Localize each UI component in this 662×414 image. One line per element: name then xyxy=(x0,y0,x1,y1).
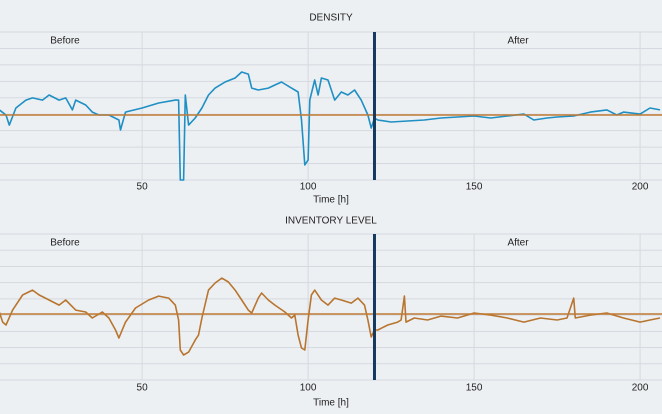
data-line xyxy=(0,71,661,181)
annotation: Before xyxy=(50,36,80,47)
x-axis-label: Time [h] xyxy=(313,195,349,206)
x-tick-label: 100 xyxy=(300,182,317,193)
chart-title: INVENTORY LEVEL xyxy=(285,216,377,227)
annotation: Before xyxy=(50,238,80,249)
x-tick-label: 200 xyxy=(632,383,649,394)
x-tick-label: 100 xyxy=(300,383,317,394)
x-tick-label: 150 xyxy=(466,182,483,193)
x-axis-label: Time [h] xyxy=(313,398,349,409)
data-line xyxy=(0,277,661,356)
chart-title: DENSITY xyxy=(309,13,353,24)
x-tick-label: 50 xyxy=(137,383,149,394)
annotation: After xyxy=(507,36,529,47)
x-tick-label: 200 xyxy=(632,182,649,193)
x-tick-label: 150 xyxy=(466,383,483,394)
annotation: After xyxy=(507,238,529,249)
x-tick-label: 50 xyxy=(137,182,149,193)
